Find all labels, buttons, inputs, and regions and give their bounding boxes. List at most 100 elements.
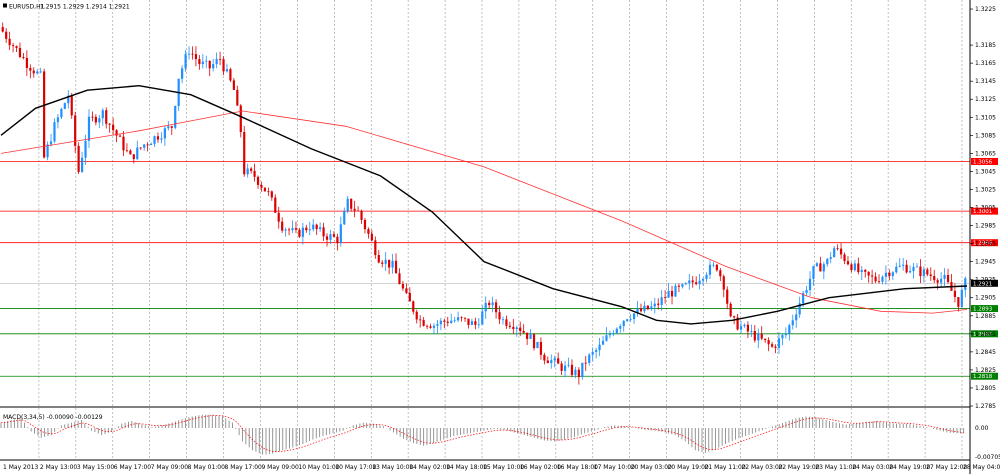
candle-body [1, 27, 4, 32]
candle-body [833, 248, 836, 258]
candle-body [149, 143, 153, 146]
time-tick-label: 7 May 09:00 [151, 464, 189, 471]
candle-body [898, 265, 901, 267]
candle-body [750, 330, 753, 332]
candle-body [457, 317, 460, 321]
candle-body [519, 327, 522, 331]
candle-body [588, 354, 591, 363]
candle-body [84, 140, 87, 158]
candle-body [243, 132, 246, 175]
candle-body [846, 261, 850, 265]
candle-body [788, 325, 791, 334]
level-tag [971, 330, 998, 338]
candle-body [795, 314, 798, 321]
time-tick-label: 22 May 03:00 [741, 464, 782, 471]
ma-slow-line [0, 110, 968, 314]
candle-body [374, 240, 377, 256]
candle-body [391, 260, 394, 268]
candle-body [615, 328, 618, 334]
candle-body [118, 135, 122, 137]
candle-body [670, 290, 674, 297]
time-tick-label: 6 May 17:00 [114, 464, 152, 471]
candle-body [112, 124, 115, 131]
candle-body [381, 262, 384, 264]
candle-body [167, 126, 170, 129]
price-tick-label: 1.3025 [975, 186, 996, 193]
candle-body [729, 303, 732, 317]
candle-body [674, 285, 677, 297]
candle-body [532, 334, 536, 349]
candle-body [222, 59, 225, 72]
candle-body [877, 281, 881, 283]
candle-body [353, 208, 356, 211]
candle-body [864, 269, 867, 272]
candle-body [584, 362, 587, 364]
price-tick-label: 1.3225 [975, 6, 996, 13]
candle-body [422, 319, 425, 326]
candle-body [612, 333, 615, 335]
candle-body [232, 80, 235, 90]
candle-body [319, 227, 322, 230]
candle-body [684, 283, 687, 285]
time-tick-label: 10 May 01:00 [298, 464, 339, 471]
candle-body [284, 229, 287, 231]
candlesticks [1, 22, 967, 385]
candle-body [936, 280, 939, 283]
candle-body [708, 264, 712, 275]
candle-body [281, 221, 284, 231]
price-tick-label: 1.3065 [975, 150, 996, 157]
candle-body [926, 269, 929, 275]
price-tick-label: 1.2785 [975, 403, 996, 410]
candle-body [874, 276, 877, 282]
candle-body [129, 150, 132, 155]
candle-body [15, 46, 18, 48]
candle-body [705, 274, 708, 280]
candle-body [712, 264, 715, 266]
candle-body [484, 302, 487, 312]
candle-body [591, 351, 594, 355]
candle-body [902, 264, 905, 266]
candle-body [722, 276, 725, 290]
price-tick-label: 1.3165 [975, 60, 996, 67]
ohlc-readout: 1.2915 1.2929 1.2914 1.2921 [40, 4, 130, 11]
candle-body [781, 335, 784, 339]
candle-body [660, 297, 663, 305]
candle-body [181, 68, 184, 79]
candle-body [329, 234, 332, 240]
candle-body [888, 272, 891, 276]
candle-body [229, 69, 232, 81]
candle-body [53, 122, 56, 142]
candle-body [425, 325, 429, 327]
candle-body [567, 364, 570, 366]
candle-body [570, 364, 574, 375]
candle-body [77, 145, 80, 172]
candle-body [629, 319, 632, 320]
time-tick-label: 24 May 19:00 [889, 464, 930, 471]
price-tick-label: 1.3105 [975, 114, 996, 121]
candle-body [743, 324, 746, 327]
candle-body [536, 341, 539, 349]
candle-body [791, 320, 794, 326]
candle-body [412, 301, 415, 312]
candle-body [405, 288, 408, 293]
candle-body [839, 248, 843, 255]
candle-body [132, 154, 135, 160]
price-tick-label: 1.3125 [975, 96, 996, 103]
price-tick-label: 1.3005 [975, 205, 996, 212]
candle-body [250, 168, 253, 171]
candle-body [256, 176, 260, 185]
candle-body [146, 144, 149, 146]
price-tick-label: 1.2865 [975, 331, 996, 338]
candle-body [360, 210, 363, 220]
level-tag [971, 207, 998, 215]
candle-body [39, 71, 42, 73]
candle-body [453, 320, 456, 322]
time-tick-label: 24 May 03:00 [852, 464, 893, 471]
candle-body [760, 333, 763, 339]
candle-body [56, 117, 60, 123]
candle-body [543, 354, 546, 361]
candle-body [494, 302, 498, 313]
candle-body [843, 254, 846, 262]
candle-body [315, 224, 318, 230]
